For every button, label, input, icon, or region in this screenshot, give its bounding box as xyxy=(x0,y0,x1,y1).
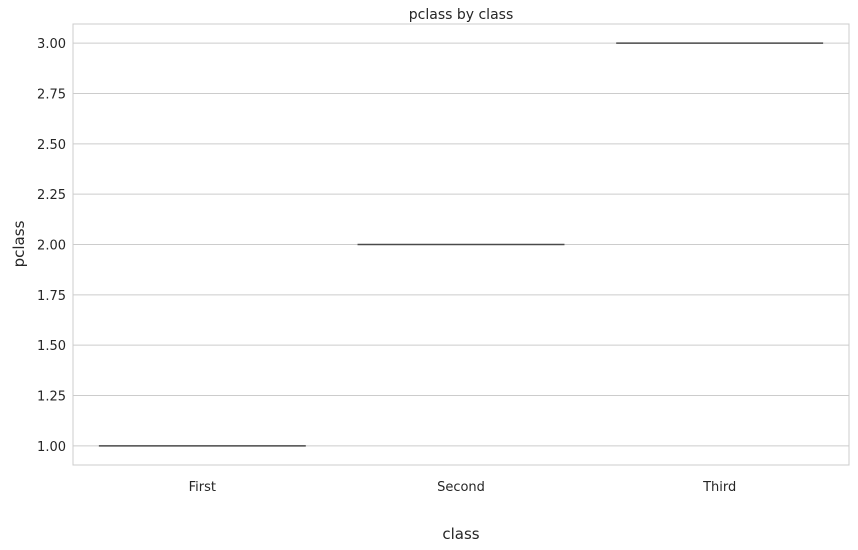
y-tick-label: 2.50 xyxy=(37,138,66,153)
y-tick-label: 1.00 xyxy=(37,440,66,455)
chart-title: pclass by class xyxy=(409,7,513,23)
y-tick-labels: 1.00 1.25 1.50 1.75 2.00 2.25 2.50 2.75 3.00 xyxy=(37,37,66,455)
y-tick-label: 2.25 xyxy=(37,188,66,203)
y-tick-label: 1.25 xyxy=(37,390,66,405)
x-tick-label: First xyxy=(189,480,216,495)
y-tick-label: 2.00 xyxy=(37,239,66,254)
x-tick-label: Second xyxy=(437,480,485,495)
plot-frame xyxy=(72,23,850,466)
box-plots xyxy=(98,42,824,447)
x-tick-label: Third xyxy=(702,480,736,495)
x-axis-label: class xyxy=(442,525,479,543)
y-tick-label: 2.75 xyxy=(37,87,66,102)
y-tick-label: 3.00 xyxy=(37,37,66,52)
x-tick-labels: First Second Third xyxy=(189,480,737,495)
y-tick-label: 1.50 xyxy=(37,339,66,354)
y-axis-label: pclass xyxy=(10,220,28,267)
y-tick-label: 1.75 xyxy=(37,289,66,304)
